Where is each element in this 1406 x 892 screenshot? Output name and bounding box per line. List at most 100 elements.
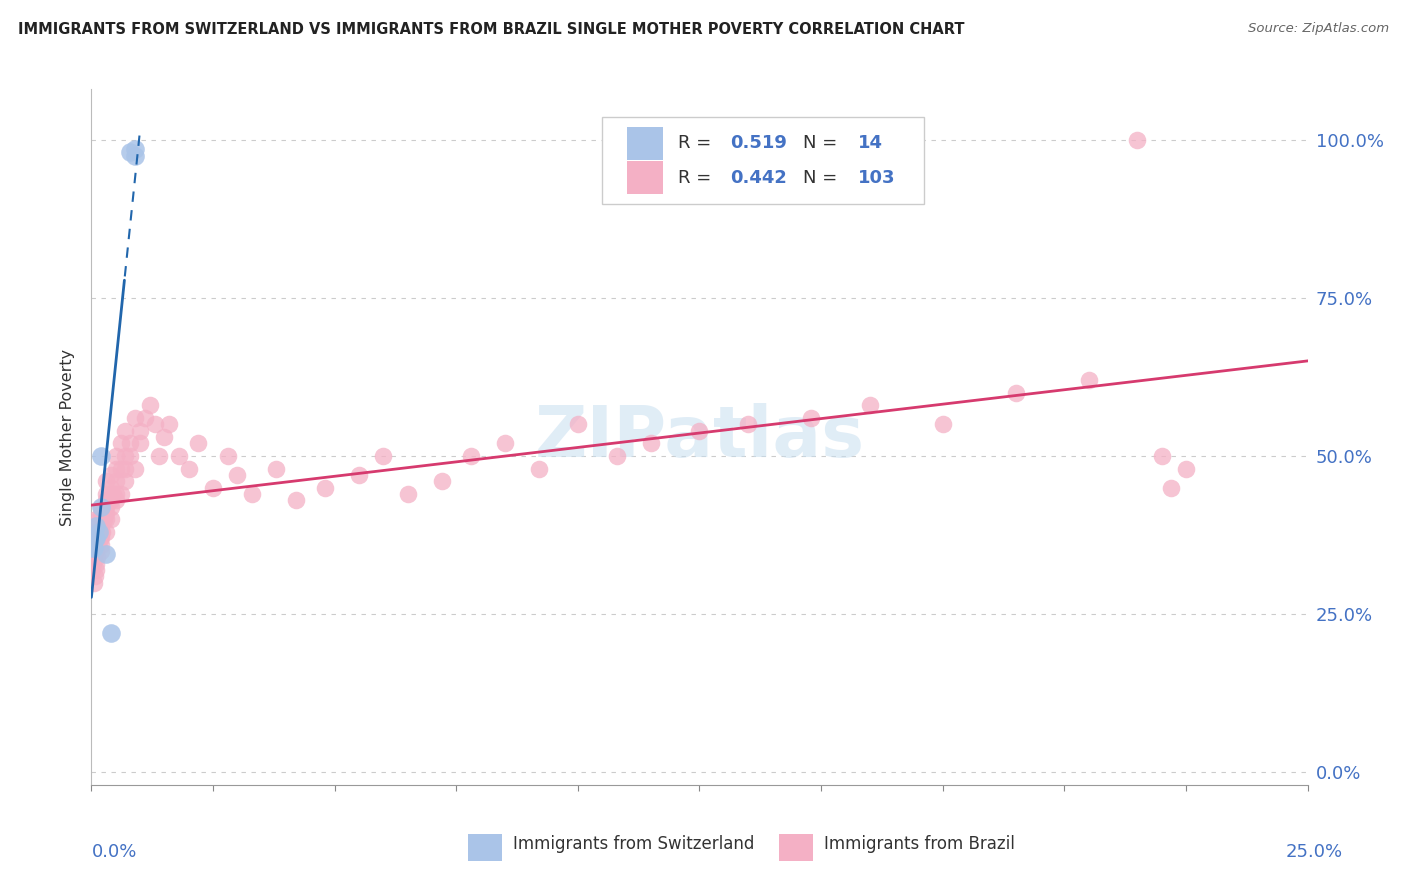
Point xyxy=(83,538,105,552)
Point xyxy=(226,468,249,483)
Point xyxy=(84,563,107,577)
Text: N =: N = xyxy=(803,135,842,153)
Point xyxy=(240,487,263,501)
Point xyxy=(89,531,111,545)
Point xyxy=(104,475,127,489)
Point xyxy=(82,541,104,555)
Point xyxy=(82,538,104,552)
Point xyxy=(84,538,107,552)
Point xyxy=(1175,461,1198,475)
Point xyxy=(177,461,200,475)
Point xyxy=(83,575,105,590)
Point xyxy=(217,449,239,463)
Point xyxy=(114,475,136,489)
Point xyxy=(114,461,136,475)
Point xyxy=(103,487,125,501)
Point xyxy=(120,449,142,463)
Point xyxy=(84,512,107,526)
FancyBboxPatch shape xyxy=(602,117,925,204)
Point xyxy=(167,449,190,463)
Point xyxy=(94,500,117,514)
Text: 0.0%: 0.0% xyxy=(91,843,136,861)
Point xyxy=(90,524,112,539)
Point xyxy=(114,424,136,438)
Text: 25.0%: 25.0% xyxy=(1285,843,1343,861)
Text: 14: 14 xyxy=(858,135,883,153)
Point xyxy=(90,500,112,514)
Point xyxy=(314,481,336,495)
Point xyxy=(494,436,516,450)
Point xyxy=(120,436,142,450)
FancyBboxPatch shape xyxy=(627,161,664,194)
Point xyxy=(284,493,307,508)
Point xyxy=(84,544,107,558)
Point xyxy=(100,626,122,640)
Point xyxy=(347,468,370,483)
Point xyxy=(110,461,132,475)
Point xyxy=(84,531,107,545)
Text: Immigrants from Brazil: Immigrants from Brazil xyxy=(824,835,1014,853)
Point xyxy=(91,524,114,539)
Point xyxy=(104,487,127,501)
Point xyxy=(264,461,287,475)
Text: R =: R = xyxy=(678,135,717,153)
Point xyxy=(83,550,105,565)
Point xyxy=(82,544,104,558)
Text: Immigrants from Switzerland: Immigrants from Switzerland xyxy=(513,835,755,853)
Point xyxy=(90,449,112,463)
Point xyxy=(110,487,132,501)
Point xyxy=(90,506,112,520)
Point xyxy=(606,449,628,463)
Point xyxy=(1126,133,1149,147)
Point xyxy=(104,461,127,475)
Point xyxy=(100,481,122,495)
Point xyxy=(87,524,110,539)
Point xyxy=(396,487,419,501)
Point xyxy=(187,436,209,450)
Point xyxy=(87,524,110,539)
Point xyxy=(1004,385,1026,400)
Point xyxy=(737,417,759,432)
Point xyxy=(114,449,136,463)
Point xyxy=(1077,373,1099,387)
Point xyxy=(94,487,117,501)
Point xyxy=(373,449,395,463)
Text: N =: N = xyxy=(803,169,842,186)
Point xyxy=(139,399,162,413)
Point xyxy=(157,417,180,432)
Point xyxy=(84,544,107,558)
Point xyxy=(1150,449,1173,463)
Point xyxy=(90,518,112,533)
Point xyxy=(86,550,108,565)
Point xyxy=(94,493,117,508)
Point xyxy=(527,461,550,475)
Point xyxy=(97,493,120,508)
Point xyxy=(1160,481,1182,495)
FancyBboxPatch shape xyxy=(468,834,502,862)
Point xyxy=(84,531,107,545)
FancyBboxPatch shape xyxy=(627,127,664,161)
Point xyxy=(153,430,176,444)
Point xyxy=(800,411,823,425)
Text: IMMIGRANTS FROM SWITZERLAND VS IMMIGRANTS FROM BRAZIL SINGLE MOTHER POVERTY CORR: IMMIGRANTS FROM SWITZERLAND VS IMMIGRANT… xyxy=(18,22,965,37)
Point xyxy=(87,512,110,526)
Point xyxy=(460,449,482,463)
Point xyxy=(84,569,107,583)
Point xyxy=(567,417,589,432)
Point xyxy=(82,563,104,577)
Point xyxy=(148,449,170,463)
Point xyxy=(90,500,112,514)
Point xyxy=(90,544,112,558)
Point xyxy=(100,493,122,508)
Point xyxy=(84,524,107,539)
Point xyxy=(94,547,117,561)
Text: R =: R = xyxy=(678,169,717,186)
Point xyxy=(94,506,117,520)
Text: Source: ZipAtlas.com: Source: ZipAtlas.com xyxy=(1249,22,1389,36)
Point xyxy=(124,148,146,162)
Text: 0.442: 0.442 xyxy=(730,169,787,186)
Point xyxy=(100,500,122,514)
Y-axis label: Single Mother Poverty: Single Mother Poverty xyxy=(60,349,76,525)
Point xyxy=(94,524,117,539)
Point xyxy=(110,436,132,450)
